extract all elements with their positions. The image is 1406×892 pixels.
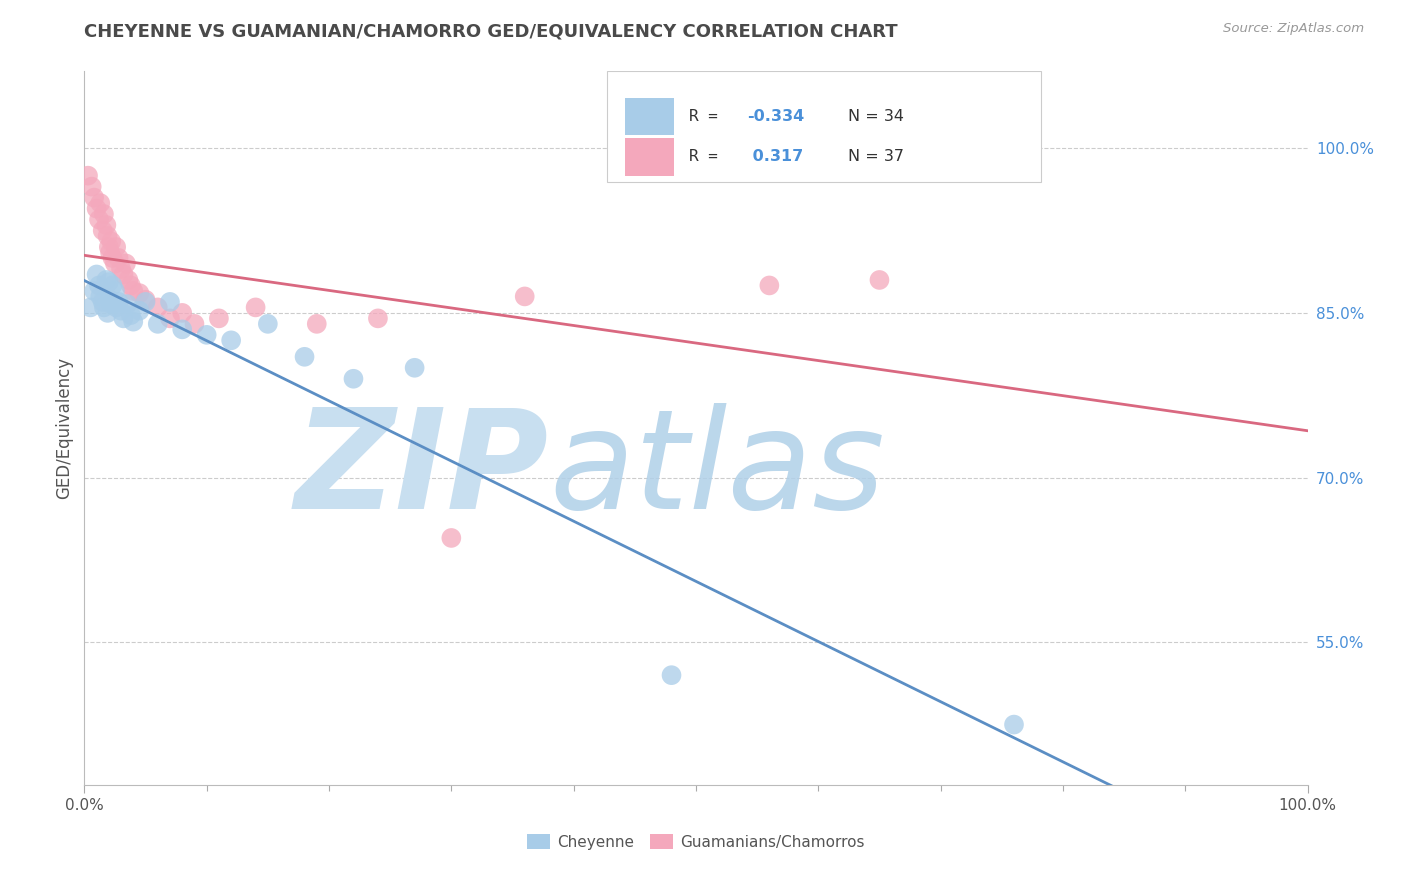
Point [661, 668, 683, 682]
Point [105, 240, 128, 254]
Point [87, 212, 110, 227]
Point [93, 207, 115, 221]
Point [80, 179, 103, 194]
Point [159, 294, 181, 309]
Point [91, 223, 114, 237]
Point [98, 245, 121, 260]
Point [104, 256, 127, 270]
Point [172, 306, 194, 320]
Point [100, 297, 122, 311]
Point [86, 202, 108, 216]
Point [183, 317, 205, 331]
Point [112, 311, 135, 326]
Point [208, 311, 231, 326]
Point [135, 294, 157, 309]
FancyBboxPatch shape [626, 138, 673, 176]
Point [117, 273, 139, 287]
Point [513, 289, 536, 303]
Point [1002, 717, 1025, 731]
Point [257, 317, 280, 331]
Point [112, 268, 135, 282]
Point [115, 297, 138, 311]
Text: atlas: atlas [550, 403, 884, 539]
Point [89, 289, 111, 303]
Text: CHEYENNE VS GUAMANIAN/CHAMORRO GED/EQUIVALENCY CORRELATION CHART: CHEYENNE VS GUAMANIAN/CHAMORRO GED/EQUIV… [84, 22, 898, 40]
Point [195, 327, 218, 342]
Text: N = 34: N = 34 [848, 109, 904, 124]
Point [404, 360, 426, 375]
Point [294, 350, 316, 364]
Y-axis label: GED/Equivalency: GED/Equivalency [55, 357, 73, 500]
Point [172, 322, 194, 336]
Point [83, 284, 105, 298]
Point [96, 273, 118, 287]
Point [107, 251, 129, 265]
Point [98, 293, 121, 307]
FancyBboxPatch shape [626, 98, 673, 135]
Text: ZIP: ZIP [295, 403, 550, 539]
Point [89, 196, 111, 211]
Point [97, 275, 120, 289]
Point [128, 303, 150, 318]
Point [107, 294, 129, 309]
Point [869, 273, 891, 287]
Text: Source: ZipAtlas.com: Source: ZipAtlas.com [1223, 22, 1364, 36]
Text: 0.317: 0.317 [748, 150, 804, 164]
Point [83, 191, 105, 205]
Point [115, 256, 138, 270]
Point [342, 372, 364, 386]
Point [86, 268, 108, 282]
Point [110, 262, 132, 277]
Point [110, 303, 132, 318]
Point [96, 218, 118, 232]
FancyBboxPatch shape [606, 71, 1040, 182]
Point [101, 251, 124, 265]
Point [122, 284, 145, 298]
Point [97, 306, 120, 320]
Point [120, 278, 142, 293]
Point [146, 317, 169, 331]
Point [100, 235, 122, 249]
Point [77, 169, 100, 183]
Text: R =: R = [689, 109, 727, 124]
Point [440, 531, 463, 545]
Point [305, 317, 328, 331]
Point [245, 301, 267, 315]
Point [159, 311, 181, 326]
Point [87, 278, 110, 293]
Text: -0.334: -0.334 [748, 109, 804, 124]
Point [93, 301, 115, 315]
Point [91, 294, 114, 309]
Point [146, 301, 169, 315]
Point [79, 301, 101, 315]
Point [758, 278, 780, 293]
Point [97, 240, 120, 254]
Point [128, 286, 150, 301]
Legend: Cheyenne, Guamanians/Chamorros: Cheyenne, Guamanians/Chamorros [520, 828, 872, 855]
Point [367, 311, 389, 326]
Point [122, 315, 145, 329]
Point [105, 301, 128, 315]
Point [97, 229, 120, 244]
Text: N = 37: N = 37 [848, 150, 904, 164]
Text: R =: R = [689, 150, 727, 164]
Point [101, 278, 124, 293]
Point [120, 308, 142, 322]
Point [219, 334, 242, 348]
Point [104, 284, 127, 298]
Point [135, 293, 157, 307]
